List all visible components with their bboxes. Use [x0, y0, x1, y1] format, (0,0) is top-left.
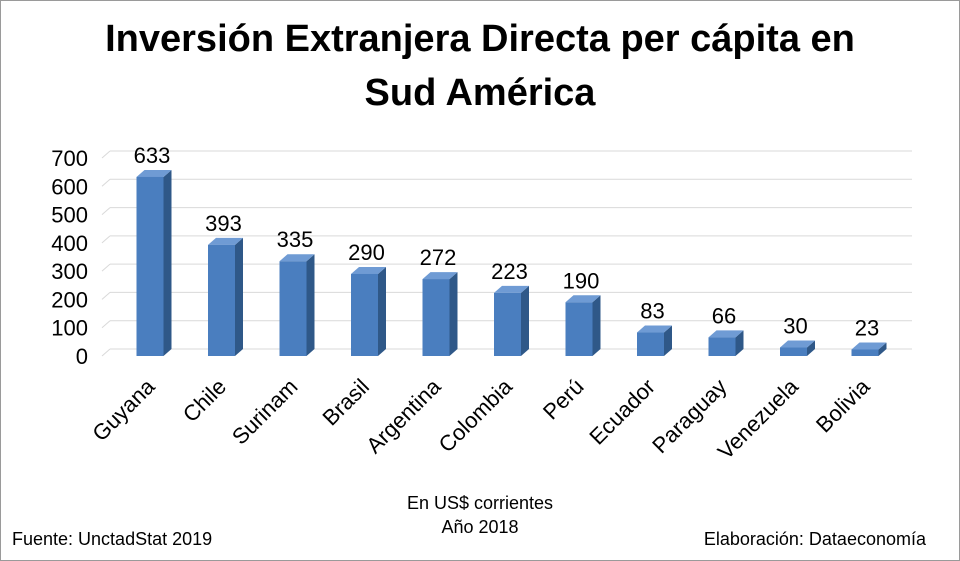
data-labels: 633 393 335 290 272 223 190 83 66 30 23 [134, 143, 880, 341]
gridline-depth [101, 320, 111, 329]
gridline-depth [101, 150, 111, 159]
bar-side [449, 272, 458, 356]
bar [780, 340, 815, 356]
bar-top [351, 266, 386, 274]
data-label: 633 [134, 143, 171, 168]
data-label: 83 [640, 299, 664, 324]
bar-side [592, 295, 601, 356]
bar-top [279, 254, 315, 262]
category-label: Colombia [434, 373, 518, 457]
gridline-depth [101, 292, 111, 300]
y-tick-label: 400 [51, 231, 88, 256]
bar-side [235, 237, 243, 356]
bar-front [851, 349, 879, 356]
bar-top [422, 272, 458, 280]
y-tick-label: 700 [51, 146, 88, 171]
bar-top [208, 237, 243, 245]
category-label: Perú [538, 374, 589, 425]
gridline-depth [101, 348, 111, 357]
bar-side [878, 342, 887, 356]
y-axis-ticks: 0 100 200 300 400 500 600 700 [51, 146, 88, 369]
bar [422, 272, 458, 356]
bar [565, 295, 601, 356]
bar-side [735, 330, 744, 356]
bar-front [208, 244, 235, 356]
bar-side [521, 285, 529, 356]
data-label: 223 [491, 259, 528, 284]
data-label: 335 [277, 227, 314, 252]
data-label: 30 [783, 314, 807, 339]
bar [494, 285, 529, 356]
bar-front [279, 261, 307, 356]
bar [136, 169, 172, 356]
category-label: Chile [178, 374, 231, 427]
y-tick-label: 200 [51, 287, 88, 312]
y-tick-label: 600 [51, 174, 88, 199]
category-label: Surinam [227, 374, 303, 450]
bar-top [565, 295, 601, 303]
gridline-depth [101, 178, 111, 187]
gridline-depth [101, 235, 111, 244]
bar-top [494, 285, 529, 293]
bar-front [494, 292, 521, 356]
bar [708, 330, 744, 356]
bar-front [565, 302, 593, 356]
bar-front [708, 337, 736, 356]
gridline-depth [101, 207, 111, 215]
y-tick-label: 500 [51, 203, 88, 228]
bar-front [136, 176, 164, 356]
chart-title-line-2: Sud América [364, 72, 596, 114]
category-label: Brasil [317, 374, 374, 431]
y-tick-label: 0 [76, 344, 88, 369]
bar [208, 237, 243, 356]
bar-top [780, 340, 815, 348]
units-line-1: En US$ corrientes [406, 493, 554, 513]
bar-top [708, 330, 744, 338]
bar-front [351, 273, 378, 356]
bar [851, 342, 887, 356]
data-label: 66 [712, 303, 736, 328]
category-label: Argentina [361, 373, 446, 458]
bar-front [780, 347, 807, 356]
bars [136, 169, 887, 356]
bar-front [422, 279, 450, 356]
source-note: Fuente: UnctadStat 2019 [12, 529, 213, 549]
data-label: 272 [420, 245, 457, 270]
bar-side [807, 340, 815, 356]
bar-side [306, 254, 315, 356]
bar-side [378, 266, 386, 356]
bar [351, 266, 386, 356]
category-label: Guyana [87, 373, 160, 446]
bar-side [664, 325, 672, 356]
units-line-2: Año 2018 [441, 517, 519, 537]
bar [279, 254, 315, 356]
data-label: 190 [563, 268, 600, 293]
data-label: 393 [205, 211, 242, 236]
data-label: 290 [348, 240, 385, 265]
bar-front [637, 332, 664, 356]
gridline-depth [101, 263, 111, 272]
data-label: 23 [855, 315, 879, 340]
units-note: En US$ corrientes Año 2018 [0, 491, 960, 539]
category-label: Bolivia [811, 373, 875, 437]
y-tick-label: 300 [51, 259, 88, 284]
chart-title-line-1: Inversión Extranjera Directa per cápita … [105, 18, 855, 60]
bar-side [163, 169, 172, 356]
bar-top [637, 325, 672, 333]
bar-top [136, 169, 172, 177]
credit-note: Elaboración: Dataeconomía [703, 529, 926, 549]
bar-top [851, 342, 887, 350]
bar [637, 325, 672, 356]
y-tick-label: 100 [51, 316, 88, 341]
chart-title: Inversión Extranjera Directa per cápita … [0, 12, 960, 120]
